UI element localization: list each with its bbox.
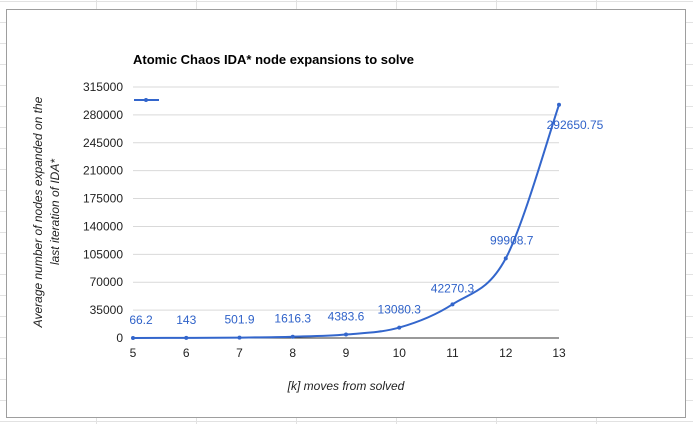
x-tick-label: 13 (552, 346, 566, 360)
y-tick-label: 140000 (83, 219, 123, 233)
gridlines (133, 86, 559, 311)
data-point (237, 335, 242, 340)
y-tick-label: 210000 (83, 164, 123, 178)
series-line (132, 104, 560, 339)
x-axis-ticks: 5 6 7 8 9 10 11 12 13 (130, 346, 566, 360)
data-point (290, 334, 295, 339)
data-label: 99908.7 (490, 233, 534, 247)
y-axis-title-line-1: Average number of nodes expanded on the (31, 96, 45, 328)
data-point (397, 325, 402, 330)
data-label: 42270.3 (431, 281, 475, 295)
x-tick-label: 7 (236, 346, 243, 360)
y-tick-label: 105000 (83, 247, 123, 261)
data-labels: 66.2 143 501.9 1616.3 4383.6 13080.3 42270.3 99… (129, 118, 603, 327)
x-tick-label: 6 (183, 346, 190, 360)
legend-marker (144, 98, 148, 102)
y-tick-label: 245000 (83, 136, 123, 150)
data-point (557, 102, 561, 107)
y-tick-label: 280000 (83, 108, 123, 122)
y-axis-title-line-2: last iteration of IDA* (48, 159, 62, 265)
legend (134, 98, 159, 102)
data-label: 13080.3 (378, 303, 422, 317)
y-tick-label: 315000 (83, 80, 123, 94)
data-point (184, 335, 189, 340)
x-axis-title: [k] moves from solved (287, 379, 405, 393)
x-tick-label: 10 (393, 346, 407, 360)
chart-frame[interactable] (6, 9, 686, 418)
data-point (131, 335, 135, 340)
x-tick-label: 9 (343, 346, 350, 360)
data-point (503, 256, 508, 261)
data-point (344, 332, 348, 337)
x-tick-label: 12 (499, 346, 513, 360)
y-axis-ticks: 0 35000 70000 105000 140000 175000 210000 24500… (83, 80, 123, 345)
data-label: 66.2 (129, 313, 153, 327)
data-point (450, 302, 455, 307)
data-label: 4383.6 (328, 310, 365, 324)
series-group (131, 102, 561, 340)
y-tick-label: 35000 (90, 303, 124, 317)
y-tick-label: 0 (116, 331, 123, 345)
data-label: 1616.3 (274, 312, 311, 326)
x-tick-label: 8 (289, 346, 296, 360)
y-tick-label: 175000 (83, 192, 123, 206)
x-tick-label: 5 (130, 346, 137, 360)
data-label: 143 (176, 313, 196, 327)
data-label: 501.9 (224, 313, 254, 327)
chart-title: Atomic Chaos IDA* node expansions to sol… (133, 52, 414, 67)
data-label: 292650.75 (547, 118, 604, 132)
y-tick-label: 70000 (90, 275, 124, 289)
x-tick-label: 11 (446, 346, 459, 360)
